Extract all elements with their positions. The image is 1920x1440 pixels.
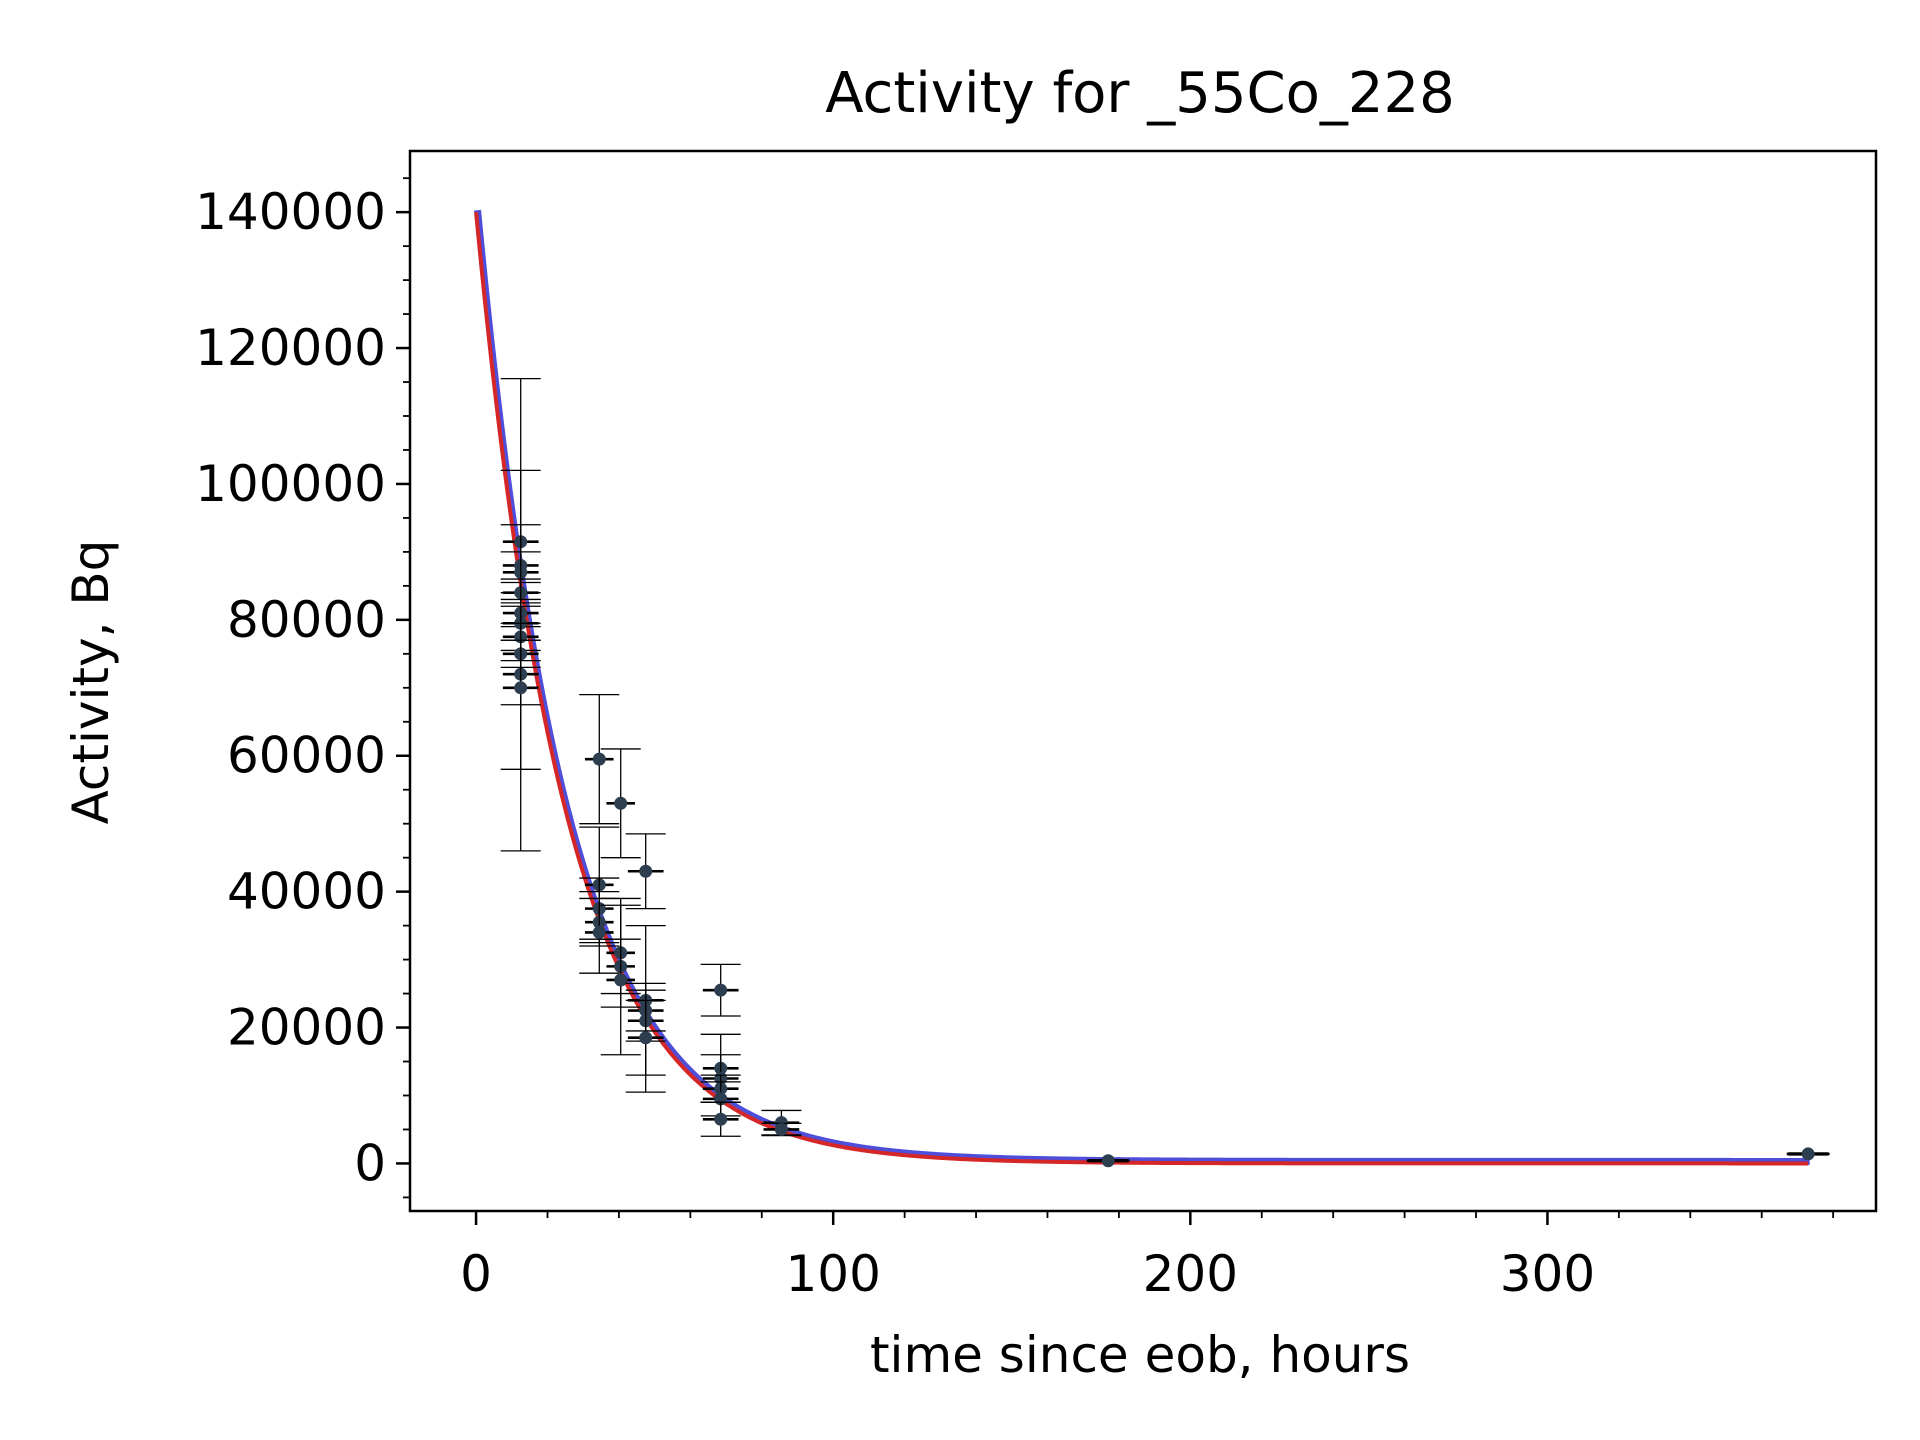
data-point [514, 681, 528, 695]
plot-area: 0 20000 40000 60000 80000 100000 120000 140000 0… [195, 177, 1835, 1303]
data-point [1101, 1154, 1115, 1168]
data-point [592, 925, 606, 939]
x-tick-label: 100 [785, 1245, 880, 1303]
x-tick-label: 200 [1143, 1245, 1238, 1303]
y-tick-label: 20000 [227, 999, 386, 1057]
data-point-group [500, 524, 541, 852]
data-point-group [625, 833, 666, 910]
data-point [592, 752, 606, 766]
data-point [774, 1122, 788, 1136]
y-tick-label: 80000 [227, 591, 386, 649]
fit-curve [474, 211, 1809, 1166]
y-axis-label: Activity, Bq [62, 540, 120, 825]
x-tick-label: 300 [1500, 1245, 1595, 1303]
chart-title: Activity for _55Co_228 [825, 61, 1455, 126]
data-point [639, 1031, 653, 1045]
data-point-group [700, 963, 741, 1017]
data-point-group [1786, 1147, 1830, 1161]
data-point [614, 973, 628, 987]
y-tick-label: 60000 [227, 727, 386, 785]
data-point-group [579, 890, 620, 974]
data-point-group [1086, 1154, 1130, 1168]
data-point-group [625, 982, 666, 1093]
y-tick-label: 100000 [195, 455, 386, 513]
plot-frame [408, 149, 1878, 1213]
y-tick-label: 0 [354, 1134, 386, 1192]
data-point-group [700, 1101, 741, 1137]
data-point-group [579, 693, 620, 825]
x-axis-label: time since eob, hours [870, 1326, 1410, 1384]
y-tick-label: 140000 [195, 183, 386, 241]
y-tick-label: 40000 [227, 863, 386, 921]
data-point-group [600, 904, 641, 1056]
data-point [639, 864, 653, 878]
x-tick-label: 0 [460, 1245, 492, 1303]
data-point [714, 983, 728, 997]
data-point [714, 1112, 728, 1126]
data-point [1801, 1147, 1815, 1161]
data-point-group [761, 1122, 802, 1137]
data-point [614, 796, 628, 810]
data-point-group [600, 748, 641, 859]
y-tick-label: 120000 [195, 319, 386, 377]
